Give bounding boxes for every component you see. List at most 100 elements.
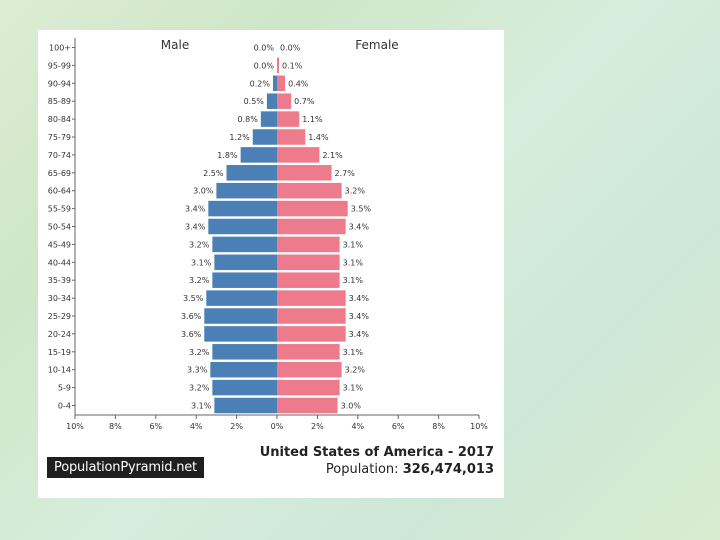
female-bar <box>277 75 286 92</box>
age-group-label: 50-54 <box>48 223 71 232</box>
male-bar <box>252 129 277 145</box>
x-tick-label: 0% <box>271 422 284 430</box>
population-value: 326,474,013 <box>402 462 494 477</box>
male-bar <box>272 75 277 92</box>
male-value-label: 0.8% <box>238 115 259 124</box>
male-value-label: 3.1% <box>191 258 212 267</box>
age-group-label: 75-79 <box>48 133 71 142</box>
x-tick-label: 6% <box>149 422 162 430</box>
male-bar <box>240 147 277 163</box>
male-value-label: 0.2% <box>250 79 271 88</box>
country-year-title: United States of America - 2017 <box>260 445 494 461</box>
female-value-label: 0.0% <box>280 44 301 53</box>
male-value-label: 3.1% <box>191 402 212 411</box>
population-label: Population: <box>325 462 403 477</box>
male-value-label: 3.5% <box>183 294 204 303</box>
age-group-label: 0-4 <box>58 402 71 411</box>
male-bar <box>212 344 277 360</box>
female-bar <box>277 254 340 271</box>
female-value-label: 3.1% <box>343 240 364 249</box>
female-value-label: 3.2% <box>345 187 366 196</box>
x-tick-label: 10% <box>470 422 488 430</box>
male-bar <box>214 254 277 271</box>
x-tick-label: 2% <box>311 422 324 430</box>
age-group-label: 80-84 <box>48 115 71 124</box>
male-bar <box>214 397 277 414</box>
population-pyramid-chart: Male Female 100+ 0.0% 0.0% 95-99 0.0% 0.1% 90-94… <box>48 38 488 430</box>
female-bar <box>277 93 292 109</box>
female-value-label: 3.2% <box>345 366 366 375</box>
female-bar <box>277 182 342 199</box>
male-bar <box>226 165 277 181</box>
x-tick-label: 8% <box>109 422 122 430</box>
male-value-label: 3.2% <box>189 384 210 393</box>
female-bar <box>277 129 306 145</box>
male-bar <box>212 272 277 288</box>
chart-footer-title: United States of America - 2017 Populati… <box>260 445 494 478</box>
female-value-label: 1.1% <box>302 115 323 124</box>
female-bar <box>277 290 346 306</box>
male-bar <box>208 200 277 217</box>
population-pyramid-card: Male Female 100+ 0.0% 0.0% 95-99 0.0% 0.1% 90-94… <box>38 30 504 498</box>
female-bar <box>277 379 340 396</box>
country-name: United States of America <box>259 445 444 460</box>
female-bar <box>277 200 348 217</box>
age-group-label: 10-14 <box>48 366 71 375</box>
male-bar <box>206 290 277 306</box>
year: 2017 <box>457 445 494 460</box>
male-value-label: 3.2% <box>189 348 210 357</box>
female-value-label: 3.5% <box>351 205 372 214</box>
male-value-label: 1.8% <box>217 151 238 160</box>
male-series-label: Male <box>161 38 189 52</box>
age-group-label: 60-64 <box>48 187 71 196</box>
age-group-label: 15-19 <box>48 348 71 357</box>
female-value-label: 3.0% <box>341 402 362 411</box>
female-value-label: 0.1% <box>282 61 303 70</box>
male-value-label: 0.0% <box>254 44 275 53</box>
female-value-label: 3.1% <box>343 258 364 267</box>
male-bar <box>208 218 277 235</box>
female-value-label: 3.4% <box>349 330 370 339</box>
age-group-label: 25-29 <box>48 312 71 321</box>
title-separator: - <box>443 445 458 460</box>
age-group-label: 55-59 <box>48 205 71 214</box>
age-group-label: 85-89 <box>48 97 71 106</box>
male-value-label: 3.2% <box>189 240 210 249</box>
x-tick-label: 8% <box>432 422 445 430</box>
male-bar <box>266 93 277 109</box>
age-group-label: 65-69 <box>48 169 71 178</box>
female-series-label: Female <box>355 38 398 52</box>
male-value-label: 0.5% <box>244 97 265 106</box>
female-bar <box>277 57 280 74</box>
male-bar <box>260 111 277 127</box>
male-value-label: 3.4% <box>185 223 206 232</box>
brand-logo: PopulationPyramid.net <box>47 457 204 478</box>
population-line: Population: 326,474,013 <box>260 462 494 478</box>
female-bar <box>277 361 342 378</box>
female-bar <box>277 165 332 181</box>
female-bar <box>277 344 340 360</box>
male-value-label: 3.6% <box>181 312 202 321</box>
x-tick-label: 2% <box>230 422 243 430</box>
age-group-label: 100+ <box>49 44 71 53</box>
age-group-label: 40-44 <box>48 258 71 267</box>
female-bar <box>277 397 338 414</box>
x-tick-label: 10% <box>66 422 84 430</box>
age-group-label: 45-49 <box>48 240 71 249</box>
female-bar <box>277 218 346 235</box>
female-value-label: 3.1% <box>343 348 364 357</box>
female-value-label: 3.4% <box>349 294 370 303</box>
x-tick-label: 6% <box>392 422 405 430</box>
male-bar <box>210 361 277 378</box>
male-value-label: 3.6% <box>181 330 202 339</box>
female-bar <box>277 147 320 163</box>
female-value-label: 0.7% <box>294 97 315 106</box>
female-bar <box>277 326 346 342</box>
female-value-label: 3.1% <box>343 384 364 393</box>
age-group-label: 95-99 <box>48 61 71 70</box>
male-value-label: 1.2% <box>229 133 250 142</box>
male-bar <box>212 379 277 396</box>
female-bar <box>277 272 340 288</box>
male-value-label: 3.0% <box>193 187 214 196</box>
age-group-label: 70-74 <box>48 151 71 160</box>
